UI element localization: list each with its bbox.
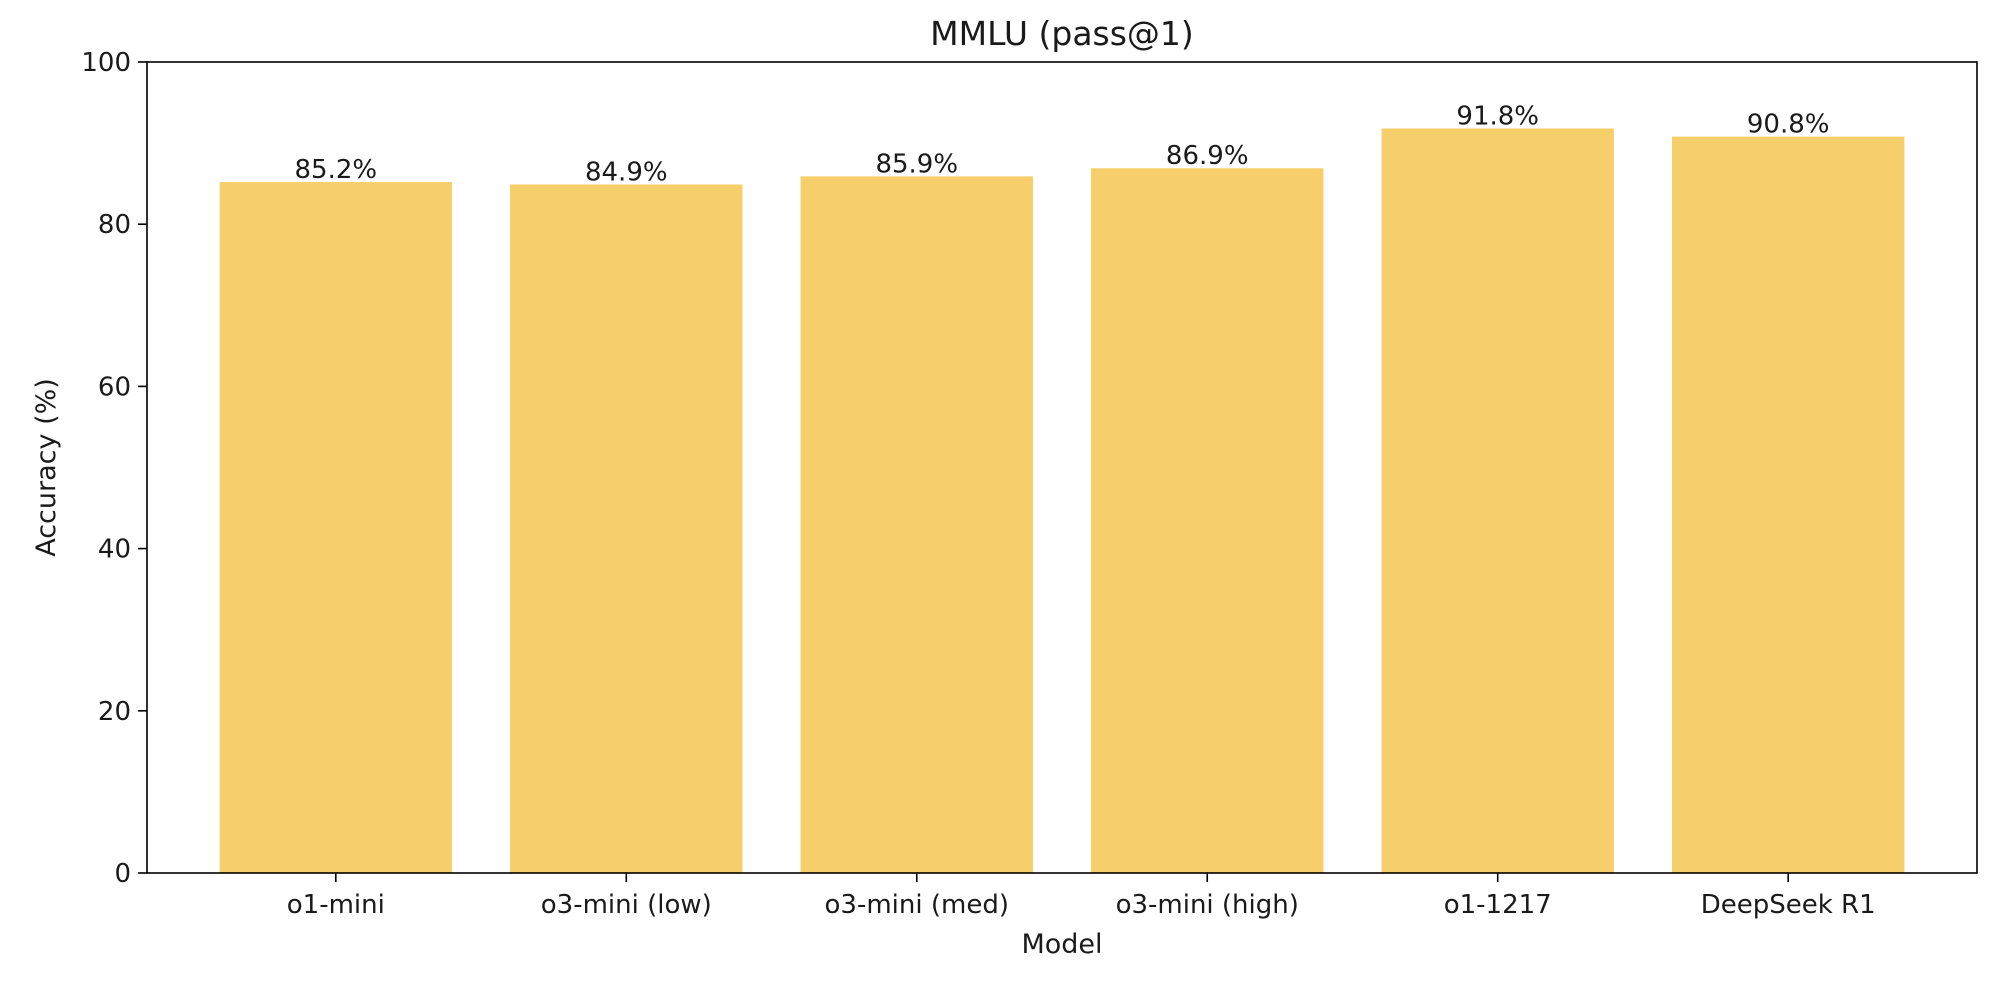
x-tick-label: o3-mini (med) xyxy=(825,890,1009,920)
chart-title: MMLU (pass@1) xyxy=(930,14,1194,53)
bar-5 xyxy=(1672,136,1905,873)
bar-value-label: 91.8% xyxy=(1456,102,1539,132)
y-tick-label: 20 xyxy=(98,697,131,727)
y-tick-label: 60 xyxy=(98,372,131,402)
y-axis-label: Accuracy (%) xyxy=(31,378,62,557)
bar-0 xyxy=(219,182,452,873)
bar-value-label: 85.2% xyxy=(295,155,378,185)
bars-layer: 85.2% 84.9% 85.9% 86.9% 91.8% 90.8% xyxy=(219,102,1905,874)
x-tick-label: o1-1217 xyxy=(1444,890,1552,920)
y-tick-label: 40 xyxy=(98,535,131,565)
y-tick-label: 80 xyxy=(98,210,131,240)
plot-frame xyxy=(146,61,1978,874)
bar-1 xyxy=(510,184,743,873)
y-tick-label: 100 xyxy=(81,48,131,78)
ticks-layer: o1-mini o3-mini (low) o3-mini (med) o3-mini… xyxy=(81,48,1875,920)
bar-2 xyxy=(800,176,1033,873)
bar-3 xyxy=(1091,168,1324,874)
x-axis-label: Model xyxy=(1021,929,1102,960)
bar-value-label: 85.9% xyxy=(875,149,958,179)
x-tick-label: DeepSeek R1 xyxy=(1701,890,1876,920)
x-tick-label: o1-mini xyxy=(287,890,385,920)
bar-value-label: 90.8% xyxy=(1747,110,1830,140)
y-tick-label: 0 xyxy=(114,859,131,889)
bar-4 xyxy=(1381,128,1614,873)
bar-value-label: 86.9% xyxy=(1166,141,1249,171)
x-tick-label: o3-mini (low) xyxy=(541,890,712,920)
x-tick-label: o3-mini (high) xyxy=(1116,890,1299,920)
bar-value-label: 84.9% xyxy=(585,157,668,187)
